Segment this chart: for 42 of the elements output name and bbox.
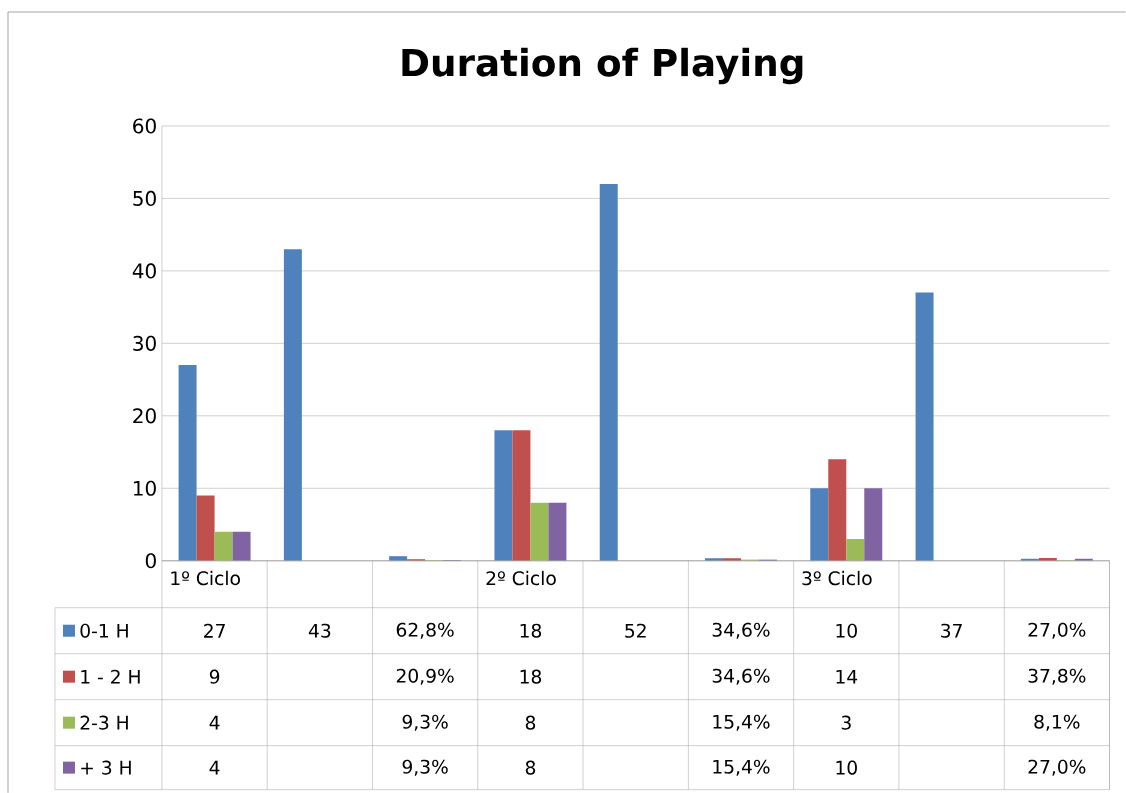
data-label: 4 bbox=[209, 715, 220, 730]
data-label: 37,8% bbox=[1028, 668, 1086, 685]
data-label: 10 bbox=[836, 623, 857, 638]
legend-label: 1 - 2 H bbox=[81, 669, 140, 684]
data-label: 15,4% bbox=[713, 759, 770, 776]
data-label: 9,3% bbox=[402, 759, 448, 776]
data-label: 62,8% bbox=[396, 622, 454, 639]
data-label: 37 bbox=[941, 623, 962, 638]
x-tick-label: 1º Ciclo bbox=[171, 570, 240, 586]
y-tick-label: 50 bbox=[133, 190, 156, 206]
data-label: 27 bbox=[204, 623, 225, 638]
y-tick-label: 60 bbox=[133, 118, 156, 134]
data-label: 18 bbox=[520, 669, 542, 684]
y-tick-label: 20 bbox=[133, 408, 156, 424]
data-label: 43 bbox=[308, 623, 331, 638]
data-label: 34,6% bbox=[712, 668, 770, 685]
y-tick-label: 10 bbox=[133, 480, 156, 496]
data-label: 4 bbox=[209, 760, 220, 775]
data-label: 27,0% bbox=[1028, 622, 1086, 639]
legend-label: 2-3 H bbox=[80, 715, 128, 730]
data-label: 9 bbox=[209, 669, 220, 684]
data-label: 15,4% bbox=[713, 714, 770, 731]
y-tick-label: 40 bbox=[132, 263, 156, 279]
data-label: 8 bbox=[525, 760, 536, 775]
data-label: 3 bbox=[841, 715, 851, 730]
data-label: 18 bbox=[520, 623, 542, 638]
data-label: 9,3% bbox=[402, 714, 448, 731]
y-tick-label: 0 bbox=[145, 553, 156, 569]
data-label: 8,1% bbox=[1034, 714, 1080, 731]
legend-label: + 3 H bbox=[81, 760, 131, 775]
data-label: 20,9% bbox=[396, 668, 454, 685]
data-label: 52 bbox=[625, 623, 646, 638]
data-label: 14 bbox=[836, 669, 858, 684]
x-tick-label: 2º Ciclo bbox=[486, 570, 556, 586]
x-tick-label: 3º Ciclo bbox=[802, 570, 872, 586]
data-label: 27,0% bbox=[1028, 759, 1086, 776]
data-label: 10 bbox=[836, 760, 857, 775]
legend-label: 0-1 H bbox=[80, 623, 128, 638]
chart-title: Duration of Playing bbox=[402, 47, 803, 85]
y-tick-label: 30 bbox=[133, 335, 156, 351]
data-label: 34,6% bbox=[712, 622, 770, 639]
data-label: 8 bbox=[525, 715, 536, 730]
